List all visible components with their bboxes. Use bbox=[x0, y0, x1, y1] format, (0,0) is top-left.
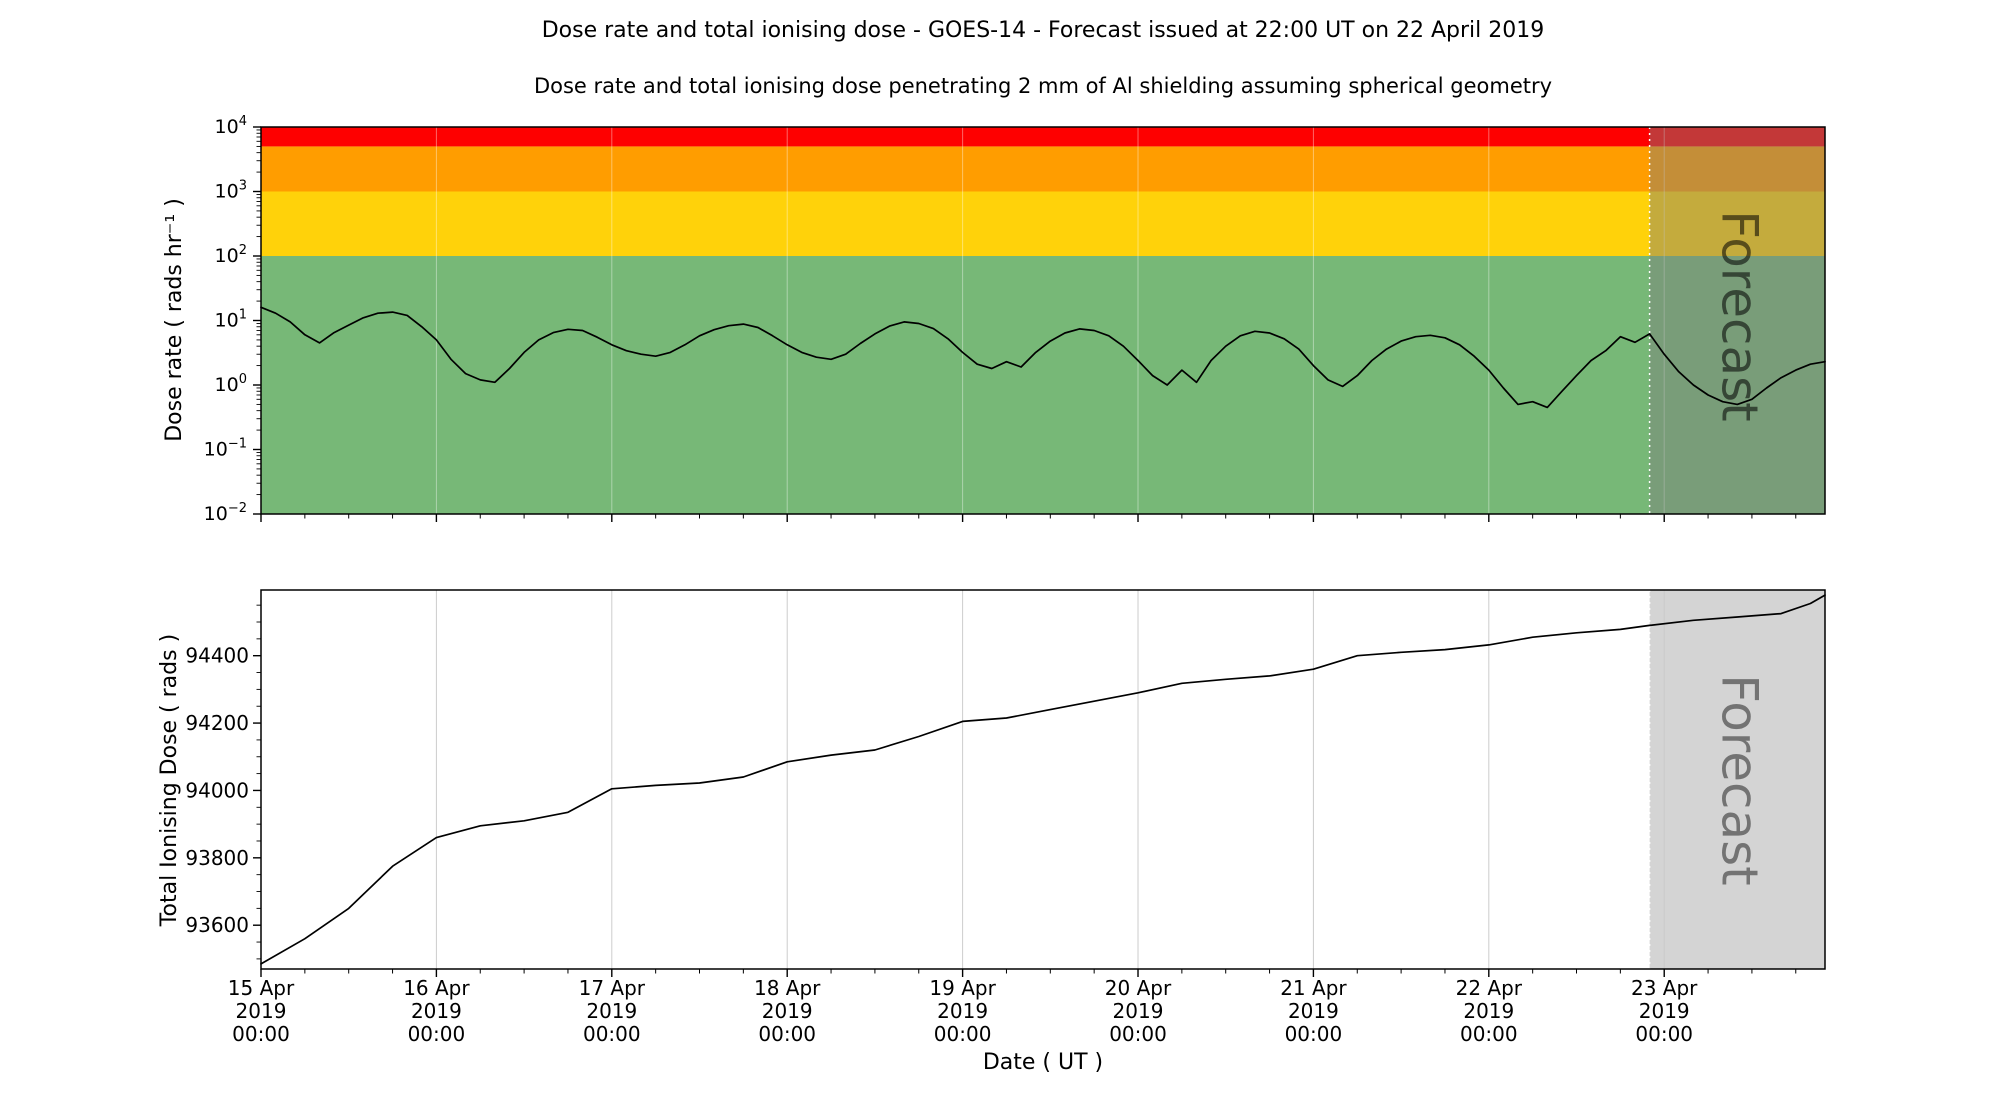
x-tick-label: 00:00 bbox=[1285, 1022, 1343, 1046]
x-tick-label: 22 Apr bbox=[1456, 976, 1523, 1000]
x-tick-label: 2019 bbox=[1463, 999, 1514, 1023]
x-tick-label: 2019 bbox=[762, 999, 813, 1023]
threshold-band-red bbox=[261, 127, 1825, 147]
figure-title: Dose rate and total ionising dose - GOES… bbox=[541, 18, 1545, 43]
threshold-band-yellow bbox=[261, 191, 1825, 256]
x-tick-label: 21 Apr bbox=[1280, 976, 1347, 1000]
x-tick-label: 2019 bbox=[1288, 999, 1339, 1023]
x-tick-label: 2019 bbox=[1639, 999, 1690, 1023]
x-tick-label: 18 Apr bbox=[754, 976, 821, 1000]
forecast-watermark: Forecast bbox=[1711, 210, 1769, 422]
y-tick-label: 104 bbox=[215, 114, 247, 138]
forecast-overlay bbox=[1649, 590, 1825, 969]
x-tick-label: 15 Apr bbox=[228, 976, 295, 1000]
axis-spine bbox=[260, 589, 1826, 970]
x-tick-label: 00:00 bbox=[583, 1022, 641, 1046]
y-tick-label: 93800 bbox=[185, 846, 249, 870]
y-tick-label: 103 bbox=[215, 179, 247, 203]
y-tick-label: 10−2 bbox=[204, 501, 247, 525]
forecast-watermark: Forecast bbox=[1711, 674, 1769, 886]
x-tick-label: 00:00 bbox=[758, 1022, 816, 1046]
y-tick-label: 101 bbox=[215, 308, 247, 332]
x-tick-label: 00:00 bbox=[1460, 1022, 1518, 1046]
x-tick-label: 23 Apr bbox=[1631, 976, 1698, 1000]
threshold-band-green bbox=[261, 256, 1825, 514]
x-tick-label: 00:00 bbox=[408, 1022, 466, 1046]
x-tick-label: 00:00 bbox=[934, 1022, 992, 1046]
x-tick-label: 2019 bbox=[411, 999, 462, 1023]
x-tick-label: 00:00 bbox=[1635, 1022, 1693, 1046]
x-tick-label: 2019 bbox=[937, 999, 988, 1023]
y-tick-label: 93600 bbox=[185, 913, 249, 937]
x-tick-label: 16 Apr bbox=[403, 976, 470, 1000]
x-tick-label: 2019 bbox=[1113, 999, 1164, 1023]
forecast-overlay bbox=[1649, 127, 1825, 514]
total-dose-line bbox=[260, 594, 1826, 965]
y-tick-label: 94200 bbox=[185, 711, 249, 735]
figure-subtitle: Dose rate and total ionising dose penetr… bbox=[533, 74, 1553, 98]
x-tick-label: 2019 bbox=[236, 999, 287, 1023]
y-tick-label: 94400 bbox=[185, 644, 249, 668]
dose-rate-panel: Forecast 104 103 102 101 100 10−1 10−2 bbox=[204, 114, 1826, 525]
x-axis-label: Date ( UT ) bbox=[982, 1050, 1104, 1075]
x-tick-label: 17 Apr bbox=[579, 976, 646, 1000]
x-tick-label: 19 Apr bbox=[929, 976, 996, 1000]
threshold-band-orange bbox=[261, 146, 1825, 192]
x-tick-label: 00:00 bbox=[232, 1022, 290, 1046]
x-tick-label: 20 Apr bbox=[1105, 976, 1172, 1000]
y-tick-label: 94000 bbox=[185, 778, 249, 802]
y-tick-label: 100 bbox=[215, 372, 247, 396]
dose-rate-line bbox=[260, 306, 1826, 409]
x-tick-label: 2019 bbox=[586, 999, 637, 1023]
x-tick-label: 00:00 bbox=[1109, 1022, 1167, 1046]
y-tick-label: 10−1 bbox=[204, 437, 247, 461]
y-tick-label: 102 bbox=[215, 243, 247, 267]
